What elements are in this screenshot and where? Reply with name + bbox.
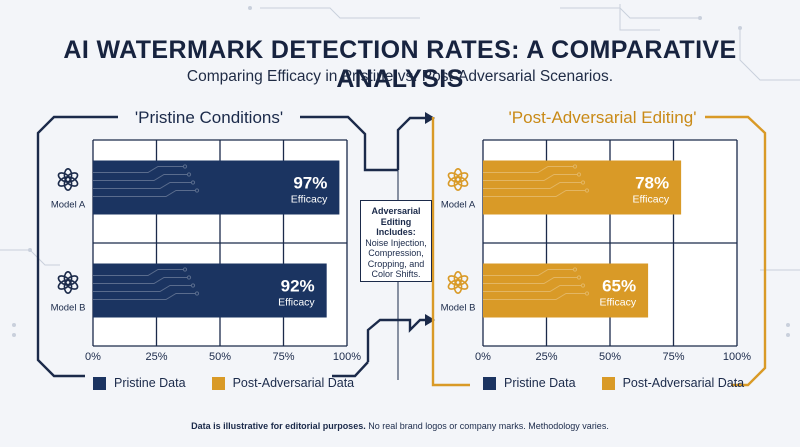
legend-swatch-pristine-2 bbox=[483, 376, 496, 390]
pristine-tick-label: 75% bbox=[272, 351, 294, 363]
legend-item-adversarial: Post-Adversarial Data bbox=[211, 376, 355, 390]
adversarial-category-label: Model A bbox=[441, 200, 476, 211]
legend-swatch-adversarial bbox=[211, 376, 225, 390]
right-frame bbox=[431, 115, 767, 387]
legend-label-pristine-2: Pristine Data bbox=[504, 376, 576, 390]
left-frame bbox=[36, 115, 369, 378]
adversarial-bar bbox=[483, 160, 682, 215]
page-title: AI WATERMARK DETECTION RATES: A COMPARAT… bbox=[63, 36, 737, 93]
adversarial-panel-title: 'Post-Adversarial Editing' bbox=[508, 108, 697, 127]
adversarial-bar-circuit bbox=[483, 267, 590, 300]
pristine-panel-title: 'Pristine Conditions' bbox=[134, 108, 284, 127]
note-heading: Adversarial Editing Includes: bbox=[371, 206, 421, 237]
pristine-category-label: Model A bbox=[51, 200, 86, 211]
adversarial-bar-circuit bbox=[483, 164, 590, 197]
page-subtitle: Comparing Efficacy in Pristine vs. Post-… bbox=[186, 68, 614, 85]
legend-label-adversarial: Post-Adversarial Data bbox=[232, 376, 355, 390]
pristine-value-label: 97% bbox=[293, 174, 327, 193]
footer-note: Data is illustrative for editorial purpo… bbox=[0, 421, 800, 431]
adversarial-value-sublabel: Efficacy bbox=[633, 194, 670, 206]
pristine-model-logo-icon bbox=[57, 168, 79, 191]
connector-bottom bbox=[366, 318, 425, 362]
connector-top bbox=[300, 115, 398, 172]
pristine-value-sublabel: Efficacy bbox=[278, 297, 315, 309]
legend-swatch-adversarial-2 bbox=[601, 376, 615, 390]
pristine-value-label: 92% bbox=[281, 277, 315, 296]
footer-bold: Data is illustrative for editorial purpo… bbox=[191, 421, 366, 431]
pristine-tick-label: 25% bbox=[145, 351, 167, 363]
adversarial-bar bbox=[483, 263, 649, 318]
legend-item-pristine: Pristine Data bbox=[93, 376, 186, 390]
pristine-bar bbox=[93, 263, 327, 318]
pristine-bar-circuit bbox=[93, 164, 200, 197]
adversarial-value-label: 78% bbox=[635, 174, 669, 193]
legend-item-pristine-2: Pristine Data bbox=[483, 376, 576, 390]
pristine-model-logo-icon bbox=[57, 271, 79, 294]
adversarial-model-logo-icon bbox=[447, 168, 469, 191]
adversarial-note-box: Adversarial Editing Includes: Noise Inje… bbox=[360, 200, 432, 282]
adversarial-tick-label: 100% bbox=[723, 351, 751, 363]
adversarial-tick-label: 75% bbox=[662, 351, 684, 363]
pristine-value-sublabel: Efficacy bbox=[291, 194, 328, 206]
adversarial-value-sublabel: Efficacy bbox=[600, 297, 637, 309]
adversarial-tick-label: 50% bbox=[599, 351, 621, 363]
adversarial-tick-label: 25% bbox=[535, 351, 557, 363]
pristine-bar bbox=[93, 160, 340, 215]
legend-right: Pristine Data Post-Adversarial Data bbox=[483, 376, 770, 390]
pristine-bar-circuit bbox=[93, 267, 200, 300]
adversarial-model-logo-icon bbox=[447, 271, 469, 294]
pristine-category-label: Model B bbox=[51, 303, 86, 314]
legend-swatch-pristine bbox=[93, 376, 106, 390]
footer-rest: No real brand logos or company marks. Me… bbox=[365, 421, 609, 431]
note-body: Noise Injection, Compression, Cropping, … bbox=[365, 237, 427, 280]
circuit-dots bbox=[12, 6, 790, 337]
legend-label-adversarial-2: Post-Adversarial Data bbox=[622, 376, 745, 390]
adversarial-value-label: 65% bbox=[602, 277, 636, 296]
legend-label-pristine: Pristine Data bbox=[114, 376, 186, 390]
legend-left: Pristine Data Post-Adversarial Data bbox=[93, 376, 380, 390]
adversarial-tick-label: 0% bbox=[475, 351, 491, 363]
adversarial-category-label: Model B bbox=[441, 303, 476, 314]
pristine-tick-label: 100% bbox=[333, 351, 361, 363]
pristine-tick-label: 50% bbox=[209, 351, 231, 363]
pristine-tick-label: 0% bbox=[85, 351, 101, 363]
legend-item-adversarial-2: Post-Adversarial Data bbox=[601, 376, 745, 390]
